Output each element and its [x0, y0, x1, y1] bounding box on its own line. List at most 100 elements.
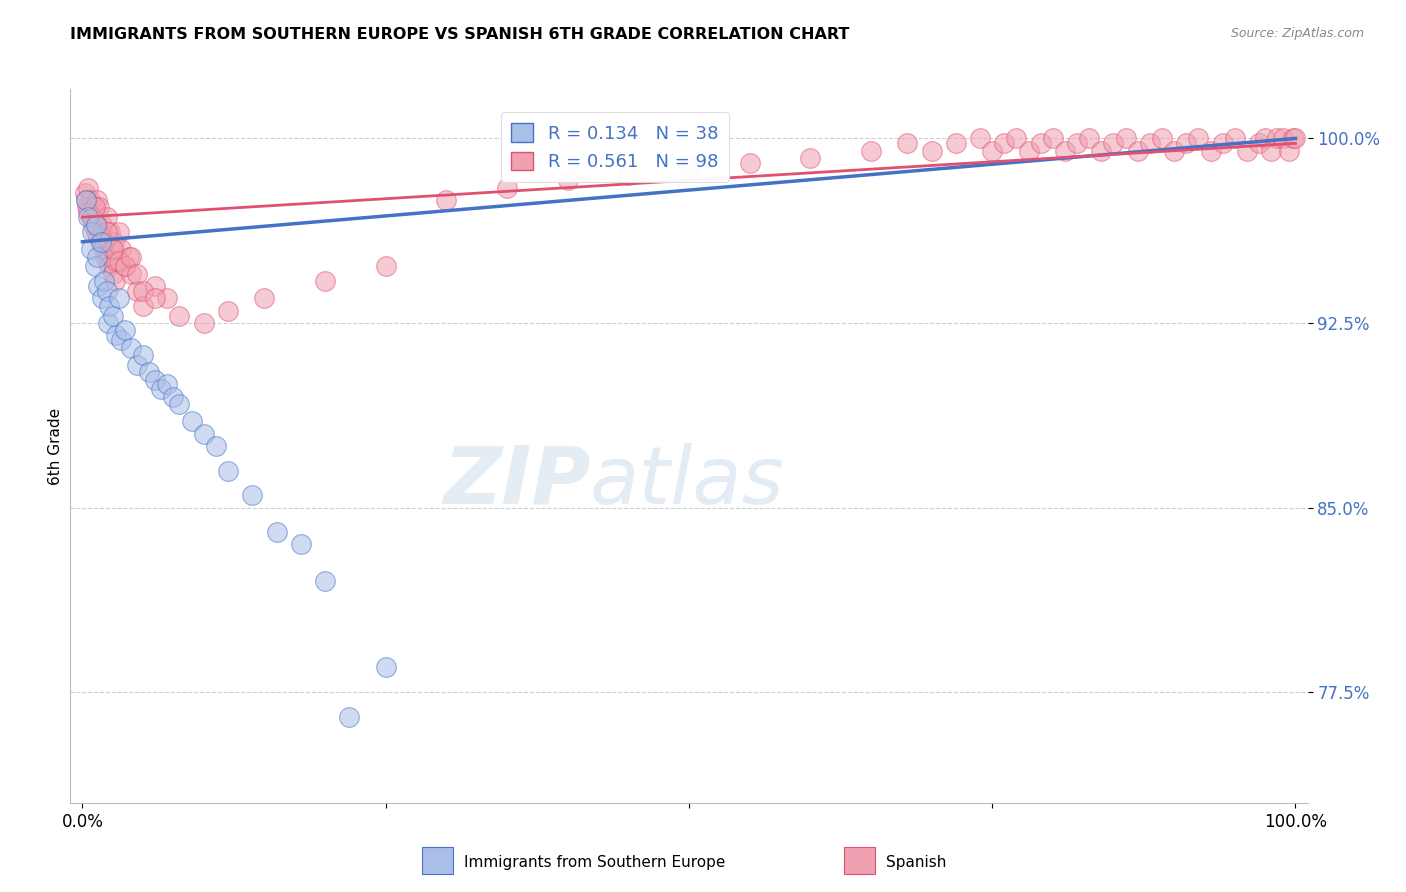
Point — [156, 377, 179, 392]
Point — [1018, 144, 1040, 158]
Point — [993, 136, 1015, 151]
Point — [105, 254, 128, 268]
Point — [101, 242, 124, 256]
Point — [96, 284, 118, 298]
Point — [90, 291, 112, 305]
Point — [557, 173, 579, 187]
Point — [193, 316, 215, 330]
Point — [859, 144, 882, 158]
Point — [90, 218, 112, 232]
Point — [180, 414, 202, 428]
Point — [617, 169, 640, 183]
Point — [1282, 131, 1305, 145]
Point — [103, 235, 125, 249]
Point — [77, 180, 100, 194]
Point — [150, 383, 173, 397]
Point — [86, 218, 108, 232]
Point — [138, 365, 160, 379]
Point — [75, 193, 97, 207]
Point — [1090, 144, 1112, 158]
Point — [125, 284, 148, 298]
Point — [1284, 131, 1306, 145]
Point — [93, 235, 115, 249]
Point — [1247, 136, 1270, 151]
Point — [110, 333, 132, 347]
Point — [1187, 131, 1209, 145]
Point — [1212, 136, 1234, 151]
Point — [94, 250, 117, 264]
Point — [374, 260, 396, 274]
Point — [1078, 131, 1101, 145]
Point — [738, 156, 761, 170]
Point — [82, 210, 104, 224]
Point — [90, 235, 112, 249]
Point — [169, 309, 191, 323]
Point — [73, 186, 96, 200]
Point — [1115, 131, 1137, 145]
Point — [799, 151, 821, 165]
Point — [337, 709, 360, 723]
Point — [253, 291, 276, 305]
Point — [98, 260, 121, 274]
Point — [240, 488, 263, 502]
Point — [290, 537, 312, 551]
Point — [114, 323, 136, 337]
Point — [75, 193, 97, 207]
Point — [1260, 144, 1282, 158]
Point — [1126, 144, 1149, 158]
Point — [101, 267, 124, 281]
Text: Source: ZipAtlas.com: Source: ZipAtlas.com — [1230, 27, 1364, 40]
Point — [1265, 131, 1288, 145]
Point — [98, 299, 121, 313]
Point — [143, 373, 166, 387]
Point — [169, 397, 191, 411]
Point — [108, 225, 131, 239]
Point — [82, 198, 104, 212]
Point — [80, 210, 103, 224]
Point — [143, 291, 166, 305]
Point — [80, 242, 103, 256]
Point — [105, 328, 128, 343]
Point — [125, 358, 148, 372]
Point — [1053, 144, 1076, 158]
Point — [76, 200, 98, 214]
Point — [120, 341, 142, 355]
Point — [1102, 136, 1125, 151]
Point — [1005, 131, 1028, 145]
Point — [90, 230, 112, 244]
Point — [83, 205, 105, 219]
Point — [314, 274, 336, 288]
Point — [921, 144, 943, 158]
Point — [217, 464, 239, 478]
Point — [314, 574, 336, 589]
Point — [132, 284, 155, 298]
Point — [84, 225, 107, 239]
Point — [1278, 144, 1301, 158]
Point — [143, 279, 166, 293]
Point — [104, 274, 127, 288]
Point — [120, 250, 142, 264]
Point — [1150, 131, 1173, 145]
Point — [374, 660, 396, 674]
Point — [114, 260, 136, 274]
Point — [79, 193, 101, 207]
Point — [678, 161, 700, 175]
Point — [1223, 131, 1246, 145]
Point — [156, 291, 179, 305]
Point — [108, 291, 131, 305]
Y-axis label: 6th Grade: 6th Grade — [48, 408, 63, 484]
Point — [1199, 144, 1222, 158]
Point — [114, 260, 136, 274]
Point — [945, 136, 967, 151]
Point — [217, 303, 239, 318]
Point — [1139, 136, 1161, 151]
Point — [93, 230, 115, 244]
Point — [1236, 144, 1258, 158]
Point — [77, 205, 100, 219]
Point — [82, 225, 104, 239]
Point — [969, 131, 991, 145]
Point — [266, 525, 288, 540]
Point — [82, 218, 104, 232]
Point — [101, 309, 124, 323]
Point — [1066, 136, 1088, 151]
